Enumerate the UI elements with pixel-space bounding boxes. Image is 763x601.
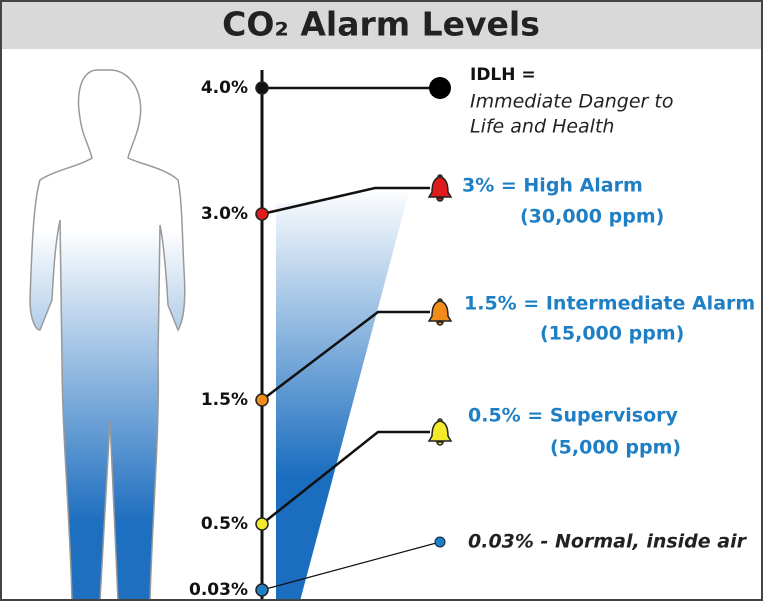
infographic: CO₂ Alarm Levels 4.0% IDLH = Immediate Dan… xyxy=(0,0,763,601)
level-description: 1.5% = Intermediate Alarm xyxy=(464,293,755,315)
normal-dot xyxy=(435,537,445,547)
level-description: 0.5% = Supervisory xyxy=(468,405,679,427)
level-description: Immediate Danger to xyxy=(470,91,673,113)
level-dot xyxy=(256,82,268,94)
level-description: 3% = High Alarm xyxy=(462,175,643,197)
level-description: Life and Health xyxy=(470,116,614,138)
level-description: (5,000 ppm) xyxy=(550,437,681,459)
level-description: 0.03% - Normal, inside air xyxy=(468,531,748,553)
level-description: (30,000 ppm) xyxy=(520,206,664,228)
idlh-dot xyxy=(429,77,451,99)
level-description: IDLH = xyxy=(470,65,536,85)
title: CO₂ Alarm Levels xyxy=(222,5,540,44)
level-dot xyxy=(256,584,268,596)
level-label: 1.5% xyxy=(201,390,248,410)
level-description: (15,000 ppm) xyxy=(540,323,684,345)
level-label: 3.0% xyxy=(201,204,248,224)
level-label: 0.5% xyxy=(201,514,248,534)
level-dot xyxy=(256,394,268,406)
level-dot xyxy=(256,518,268,530)
level-label: 0.03% xyxy=(189,580,248,600)
level-dot xyxy=(256,208,268,220)
level-label: 4.0% xyxy=(201,78,248,98)
